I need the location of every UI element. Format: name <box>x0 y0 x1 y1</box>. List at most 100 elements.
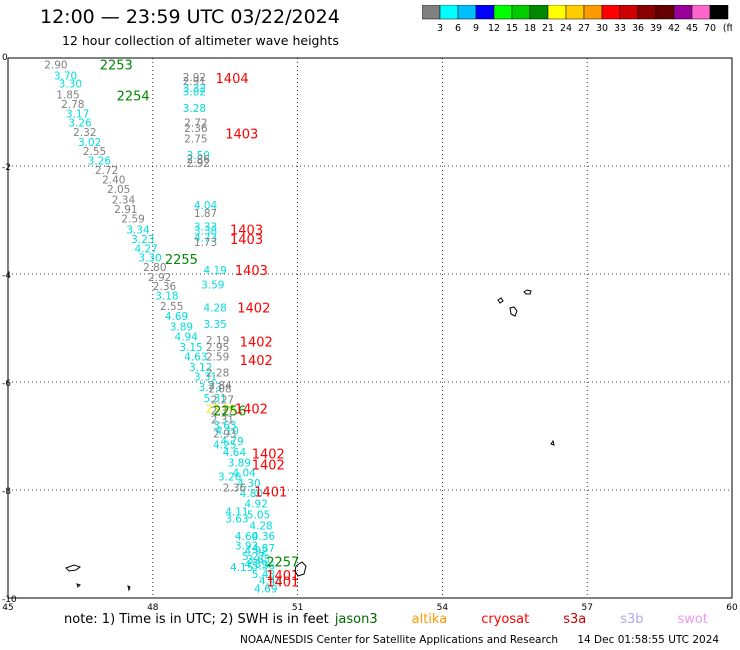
footer: NOAA/NESDIS Center for Satellite Applica… <box>240 634 719 646</box>
pass-number-label: 2254 <box>117 89 150 104</box>
wave-height-label: 3.34 <box>126 224 150 236</box>
wave-height-label: 4.73 <box>194 233 217 245</box>
colorbar-tick-label: 33 <box>614 23 626 34</box>
wave-height-label: 4.69 <box>254 584 277 596</box>
wave-height-label: 4.69 <box>165 311 188 323</box>
wave-height-label: 3.92 <box>235 540 258 552</box>
wave-height-label: 4.15 <box>230 562 253 574</box>
pass-number-label: 1404 <box>216 72 249 87</box>
wave-height-label: 2.19 <box>206 335 229 347</box>
y-tick-label: -2 <box>2 163 11 173</box>
wave-height-label: 3.59 <box>201 279 224 291</box>
wave-height-label: 5.36 <box>252 560 276 572</box>
wave-height-label: 3.12 <box>189 362 212 374</box>
colorbar-tick-label: 3 <box>437 23 443 34</box>
wave-height-label: 2.92 <box>187 158 210 170</box>
colorbar-tick-label: 21 <box>542 23 554 34</box>
colorbar-tick-label: 42 <box>668 23 680 34</box>
x-tick-label: 60 <box>726 603 738 613</box>
island-outline <box>127 585 131 592</box>
colorbar-tick-label: 24 <box>560 23 572 34</box>
wave-height-label: 5.31 <box>203 393 226 405</box>
island-outline <box>509 306 518 317</box>
pass-number-label: 1402 <box>240 354 273 369</box>
wave-height-label: 2.08 <box>208 384 231 396</box>
pass-number-label: 2257 <box>266 556 299 571</box>
legend-item-s3a: s3a <box>563 612 587 627</box>
wave-height-label: 5.05 <box>247 510 270 522</box>
colorbar-tick-label: 30 <box>596 23 608 34</box>
wave-height-label: 3.38 <box>194 225 217 237</box>
chart-subtitle: 12 hour collection of altimeter wave hei… <box>62 33 339 48</box>
note-row: note: 1) Time is in UTC; 2) SWH is in fe… <box>64 612 708 627</box>
wave-height-label: 2.72 <box>95 165 118 177</box>
wave-height-label: 3.26 <box>68 117 92 129</box>
wave-height-label: 3.28 <box>183 103 206 115</box>
x-tick-label: 57 <box>581 603 592 613</box>
wave-height-label: 2.92 <box>183 72 206 84</box>
pass-number-label: 1402 <box>252 448 285 463</box>
pass-number-label: 1401 <box>254 485 287 500</box>
pass-number-label: 2255 <box>165 253 198 268</box>
wave-height-label: 2.40 <box>102 175 125 187</box>
wave-height-label: 3.50 <box>187 150 210 162</box>
wave-height-label: 2.92 <box>148 272 171 284</box>
y-tick-label: 0 <box>2 53 8 63</box>
wave-height-label: 4.48 <box>259 575 282 587</box>
wave-height-label: 4.92 <box>245 546 268 558</box>
wave-height-label: 4.10 <box>216 425 239 437</box>
wave-height-label: 2.36 <box>184 123 208 135</box>
wave-height-label: 3.02 <box>183 87 206 99</box>
wave-height-label: 3.33 <box>194 222 217 234</box>
wave-height-label: 4.87 <box>252 543 275 555</box>
wave-height-label: 2.28 <box>206 368 229 380</box>
colorbar-tick-label: 45 <box>686 23 698 34</box>
note-text: note: 1) Time is in UTC; 2) SWH is in fe… <box>64 612 329 627</box>
colorbar-tick-label: 12 <box>488 23 500 34</box>
wave-height-label: 1.73 <box>194 237 217 249</box>
colorbar-unit: (ft) <box>723 23 732 34</box>
chart-title: 12:00 — 23:59 UTC 03/22/2024 <box>40 6 340 28</box>
wave-height-label: 3.89 <box>228 458 251 470</box>
wave-height-label: 2.55 <box>160 301 183 313</box>
island-outline <box>76 583 81 588</box>
colorbar-tick-label: 18 <box>524 23 536 34</box>
wave-height-label: 3.73 <box>199 382 222 394</box>
wave-height-label: 3.31 <box>194 371 217 383</box>
wave-height-label: 3.63 <box>225 513 248 525</box>
pass-number-label: 1403 <box>230 223 263 238</box>
colorbar-swatch <box>709 5 729 20</box>
plot-frame <box>7 57 733 599</box>
pass-number-label: 1402 <box>237 302 270 317</box>
wave-height-label: 2.59 <box>121 214 144 226</box>
wave-height-label: 2.34 <box>112 195 136 207</box>
wave-height-label: 4.80 <box>240 488 263 500</box>
wave-height-label: 4.36 <box>252 531 276 543</box>
wave-height-label: 2.90 <box>44 60 67 72</box>
wave-height-label: 4.19 <box>203 265 226 277</box>
wave-height-label: 2.80 <box>143 262 166 274</box>
wave-height-label: 4.79 <box>220 436 243 448</box>
x-tick-label: 51 <box>292 603 303 613</box>
pass-number-label: 1402 <box>252 458 285 473</box>
wave-height-label: 3.30 <box>138 252 161 264</box>
wave-height-label: 4.25 <box>213 439 236 451</box>
wave-height-label: 2.59 <box>206 351 229 363</box>
y-tick-label: -8 <box>2 487 11 497</box>
wave-height-label: 4.89 <box>245 559 268 571</box>
wave-height-label: 2.86 <box>187 154 211 166</box>
island-outline <box>550 439 555 446</box>
wave-height-label: 4.64 <box>223 447 247 459</box>
wave-height-label: 5.27 <box>242 551 265 563</box>
x-tick-label: 54 <box>437 603 449 613</box>
y-tick-label: -6 <box>2 379 11 389</box>
wave-height-label: 3.26 <box>88 155 112 167</box>
wave-height-label: 3.89 <box>170 322 193 334</box>
wave-height-label: 2.32 <box>73 127 96 139</box>
footer-timestamp: 14 Dec 01:58:55 UTC 2024 <box>577 634 720 646</box>
pass-number-label: 1402 <box>240 336 273 351</box>
pass-number-label: 2253 <box>100 59 133 74</box>
wave-height-label: 2.31 <box>211 414 234 426</box>
wave-height-label: 1.87 <box>194 208 217 220</box>
